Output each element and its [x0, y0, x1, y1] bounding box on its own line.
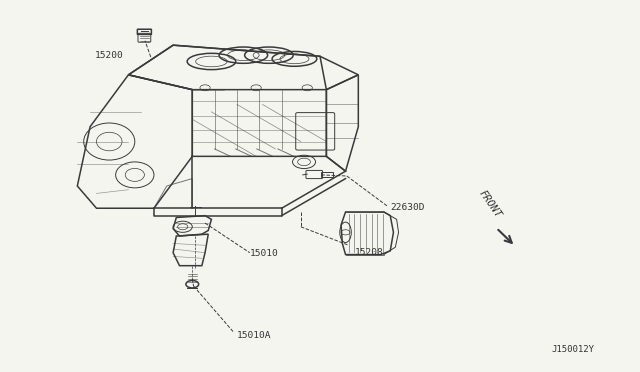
- Text: FRONT: FRONT: [477, 188, 503, 219]
- Text: 15200: 15200: [95, 51, 124, 60]
- Text: 15208: 15208: [355, 247, 384, 257]
- Text: J150012Y: J150012Y: [551, 345, 594, 354]
- Text: 15010A: 15010A: [237, 331, 271, 340]
- Text: 22630D: 22630D: [390, 203, 425, 212]
- Text: 15010: 15010: [250, 249, 278, 259]
